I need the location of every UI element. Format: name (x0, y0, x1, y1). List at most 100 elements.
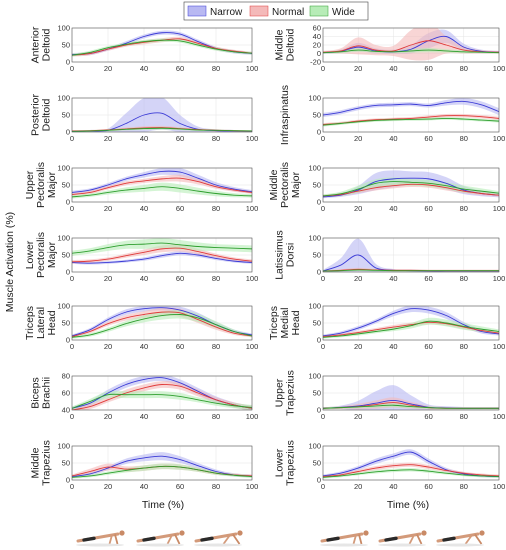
y-tick-label: 50 (313, 319, 321, 328)
x-tick-label: 0 (321, 134, 325, 143)
arm-shape (352, 534, 357, 545)
legend-label-normal: Normal (272, 7, 304, 18)
x-tick-label: 40 (140, 412, 148, 421)
shadow-shape (136, 543, 184, 547)
shadow-shape (436, 543, 484, 547)
x-tick-label: 0 (70, 204, 74, 213)
x-tick-label: 80 (460, 342, 468, 351)
panel-posterior-deltoid: 0 50 100 0 20 40 60 80 100 PosteriorDeltoid (30, 93, 259, 143)
line-narrow (323, 100, 499, 116)
x-tick-label: 80 (460, 412, 468, 421)
x-tick-label: 60 (176, 134, 184, 143)
x-tick-label: 100 (493, 412, 506, 421)
x-tick-label: 40 (389, 134, 397, 143)
x-tick-label: 60 (176, 274, 184, 283)
x-tick-label: 100 (493, 482, 506, 491)
x-tick-label: 80 (212, 134, 220, 143)
axes-box (322, 375, 500, 411)
y-tick-label: 100 (57, 302, 70, 311)
x-tick-label: 100 (246, 412, 259, 421)
axes-box (71, 375, 253, 411)
band-normal (72, 244, 252, 264)
x-tick-label: 0 (70, 274, 74, 283)
y-tick-label: 0 (66, 128, 70, 137)
x-tick-label: 20 (104, 204, 112, 213)
x-tick-label: 100 (246, 134, 259, 143)
x-tick-label: 0 (70, 64, 74, 73)
x-tick-label: 80 (212, 64, 220, 73)
y-tick-label: 50 (313, 389, 321, 398)
panel-label: UpperTrapezius (274, 370, 297, 416)
axes-box (322, 167, 500, 203)
pushup-wide-left (194, 530, 243, 547)
plot-area (72, 306, 252, 339)
legend-swatch-wide (309, 5, 329, 17)
plot-area (72, 30, 252, 57)
y-tick-label: 0 (66, 198, 70, 207)
x-tick-label: 0 (321, 204, 325, 213)
panel-triceps-medial-head: 0 50 100 0 20 40 60 80 100 TricepsMedialHead (268, 302, 505, 351)
panel-biceps-brachii: 40 60 80 0 20 40 60 80 100 BicepsBrachii (30, 372, 259, 421)
legend-swatch-narrow (187, 5, 207, 17)
line-normal (323, 321, 499, 338)
head-shape (421, 530, 427, 536)
y-tick-label: 0 (317, 268, 321, 277)
line-wide (323, 404, 499, 409)
x-tick-label: 0 (321, 412, 325, 421)
arm-shape (108, 534, 113, 545)
axes-box (322, 305, 500, 341)
y-tick-label: 50 (313, 111, 321, 120)
x-tick-label: 60 (424, 482, 432, 491)
x-tick-label: 20 (354, 412, 362, 421)
x-tick-label: 20 (104, 134, 112, 143)
arm-shape (232, 533, 241, 545)
x-tick-label: 80 (460, 64, 468, 73)
pushup-narrow-left (76, 530, 125, 547)
x-tick-label: 100 (246, 342, 259, 351)
legend: Narrow Normal Wide (183, 1, 369, 21)
x-tick-label: 20 (354, 204, 362, 213)
line-normal (323, 40, 499, 53)
legend-label-wide: Wide (332, 7, 355, 18)
x-tick-label: 60 (176, 342, 184, 351)
band-narrow (323, 98, 499, 118)
line-wide (323, 269, 499, 272)
line-narrow (72, 170, 252, 193)
band-narrow (323, 385, 499, 410)
x-tick-label: 100 (246, 482, 259, 491)
band-narrow (72, 306, 252, 338)
head-shape (363, 530, 369, 536)
panel-label: AnteriorDeltoid (30, 26, 53, 63)
arm-shape (174, 534, 181, 545)
arm-shape (474, 533, 483, 545)
shorts-shape (442, 536, 456, 542)
y-tick-label: 0 (66, 476, 70, 485)
shorts-shape (82, 536, 96, 542)
band-wide (72, 310, 252, 339)
panel-label: BicepsBrachii (30, 377, 53, 409)
panel-infraspinatus: 0 50 100 0 20 40 60 80 100 Infraspinatus (279, 85, 505, 145)
axes-box (71, 445, 253, 481)
x-tick-label: 80 (212, 342, 220, 351)
panel-label: TricepsMedialHead (268, 306, 302, 340)
x-tick-label: 60 (176, 482, 184, 491)
shorts-shape (200, 536, 214, 542)
axes-box (322, 445, 500, 481)
plot-area (323, 238, 499, 272)
band-wide (72, 390, 252, 410)
y-tick-label: 100 (308, 94, 321, 103)
shadow-shape (378, 543, 426, 547)
x-tick-label: 20 (354, 342, 362, 351)
arm-shape (114, 534, 119, 545)
arm-shape (358, 534, 363, 545)
band-narrow (72, 98, 252, 132)
head-shape (119, 530, 125, 536)
pushup-narrow-right (320, 530, 369, 547)
x-tick-label: 40 (140, 134, 148, 143)
band-wide (323, 317, 499, 339)
band-narrow (72, 251, 252, 265)
